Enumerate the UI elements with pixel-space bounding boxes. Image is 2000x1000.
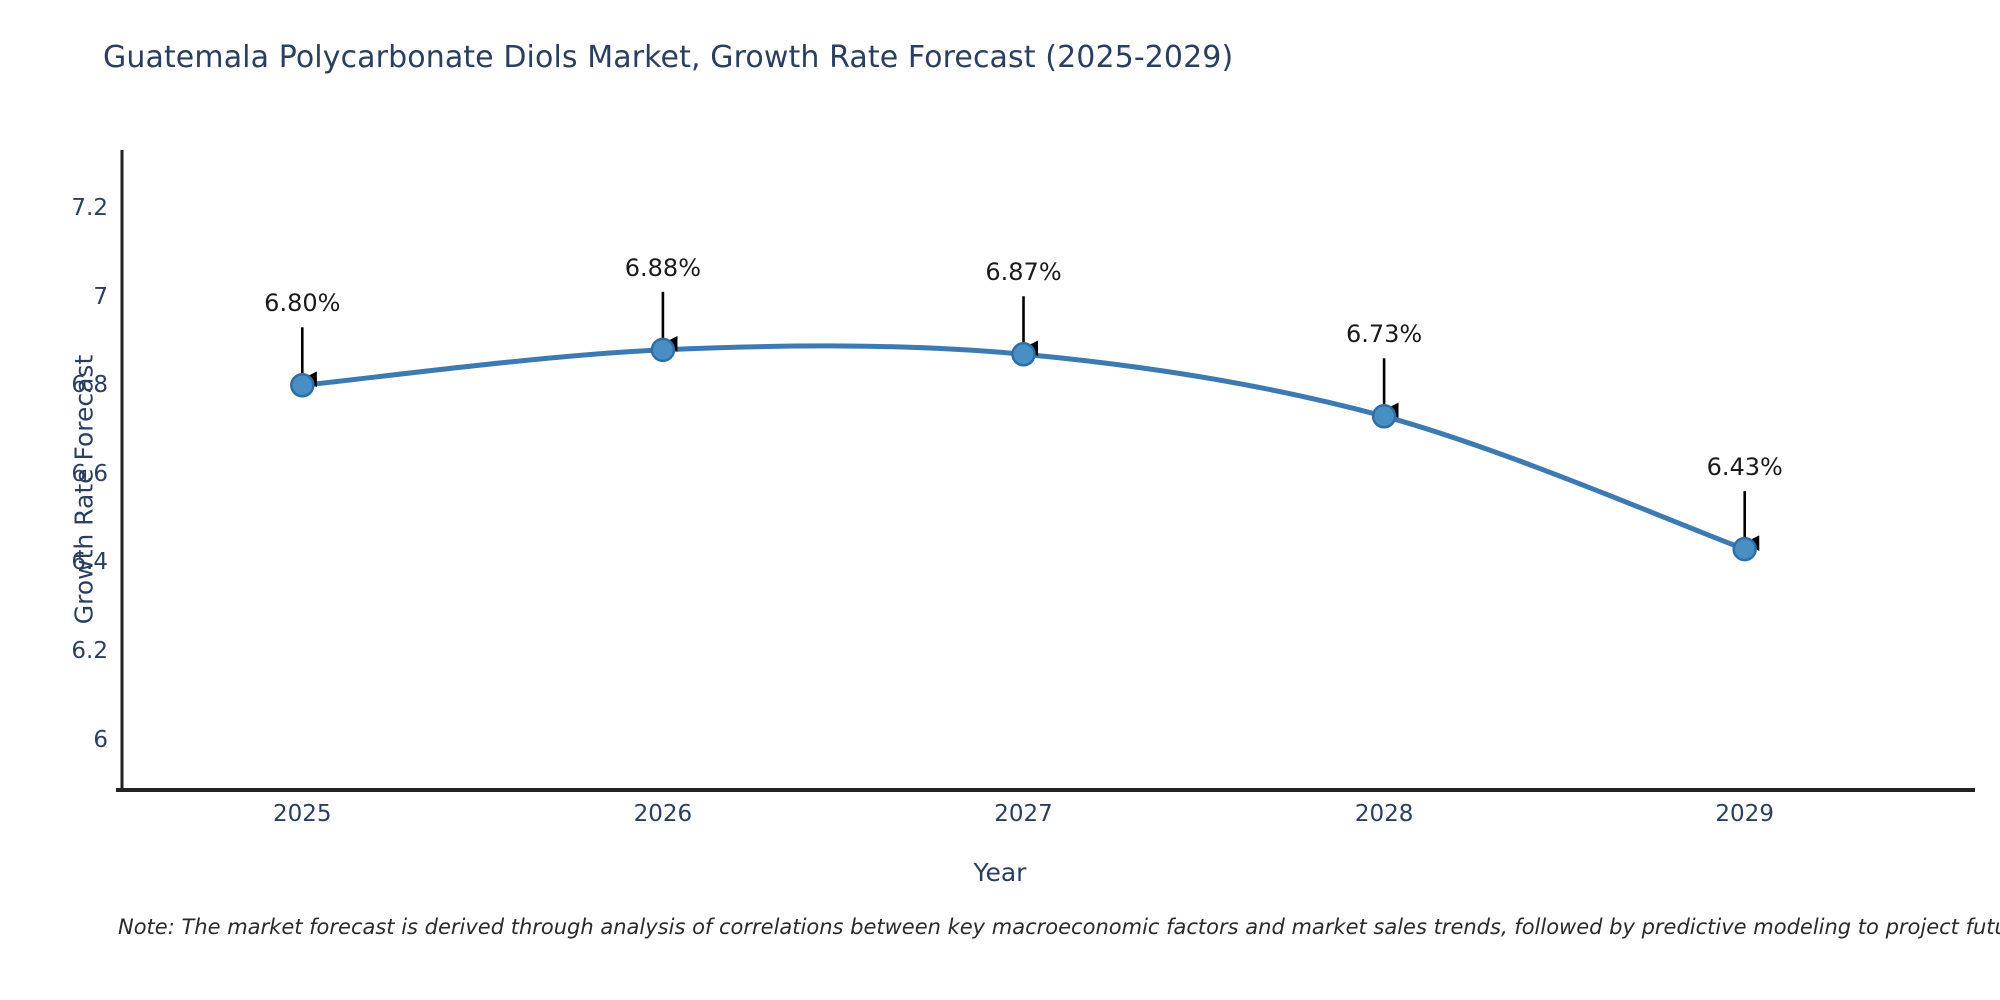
data-point-marker[interactable] bbox=[1011, 342, 1036, 367]
chart-title: Guatemala Polycarbonate Diols Market, Gr… bbox=[103, 40, 1234, 75]
data-point-label: 6.43% bbox=[1706, 453, 1783, 482]
data-point-label: 6.80% bbox=[264, 289, 341, 318]
data-point-marker[interactable] bbox=[290, 373, 315, 398]
y-tick-label: 6.8 bbox=[71, 372, 108, 399]
chart-footnote: Note: The market forecast is derived thr… bbox=[118, 915, 2000, 939]
data-point-marker[interactable] bbox=[1732, 536, 1757, 562]
y-axis-tick-labels: 7.2 7 6.8 6.6 6.4 6.2 6 bbox=[38, 0, 108, 1000]
x-axis-title: Year bbox=[973, 858, 1027, 887]
x-tick-label: 2028 bbox=[1354, 801, 1414, 827]
data-point-label: 6.88% bbox=[624, 253, 702, 282]
y-tick-label: 6.4 bbox=[71, 549, 108, 576]
x-tick-label: 2027 bbox=[994, 801, 1053, 827]
forecast-line bbox=[299, 343, 1748, 552]
x-tick-label: 2029 bbox=[1715, 801, 1774, 827]
y-tick-label: 7 bbox=[93, 283, 108, 310]
y-tick-label: 7.2 bbox=[71, 195, 108, 222]
y-tick-label: 6.2 bbox=[71, 638, 108, 664]
x-tick-label: 2026 bbox=[633, 801, 693, 827]
y-tick-label: 6.6 bbox=[71, 460, 108, 487]
data-point-label: 6.87% bbox=[985, 258, 1062, 287]
data-point-marker[interactable] bbox=[1371, 404, 1397, 429]
y-tick-label: 6 bbox=[93, 726, 108, 753]
data-point-label: 6.73% bbox=[1345, 320, 1423, 349]
x-tick-label: 2025 bbox=[273, 801, 332, 827]
data-point-marker[interactable] bbox=[650, 337, 676, 363]
